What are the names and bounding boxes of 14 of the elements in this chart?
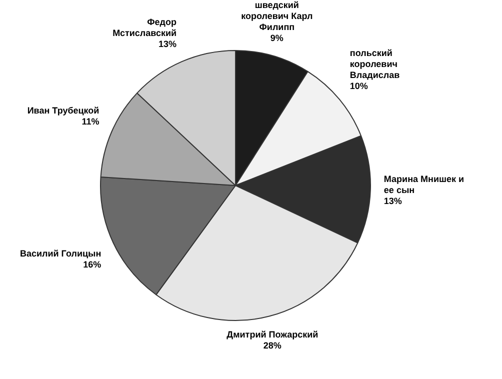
slice-label: Федор Мстиславский bbox=[112, 17, 178, 38]
data-label: 11% bbox=[82, 116, 100, 127]
data-label: 13% bbox=[158, 39, 177, 50]
slice-label: шведский королевич Карл Филипп bbox=[241, 0, 314, 32]
slice-label: Василий Голицын bbox=[20, 248, 102, 259]
slice-label: польский королевич Владислав bbox=[350, 48, 400, 80]
data-label: 10% bbox=[350, 80, 368, 91]
data-label: 28% bbox=[263, 340, 282, 350]
data-label: 16% bbox=[83, 260, 102, 270]
data-label: 9% bbox=[270, 32, 284, 43]
data-label: 13% bbox=[384, 196, 402, 206]
slice-label: Иван Трубецкой bbox=[27, 106, 100, 116]
slice-label: Марина Мнишек и ее сын bbox=[384, 174, 464, 196]
slice-label: Дмитрий Пожарский bbox=[226, 329, 318, 340]
